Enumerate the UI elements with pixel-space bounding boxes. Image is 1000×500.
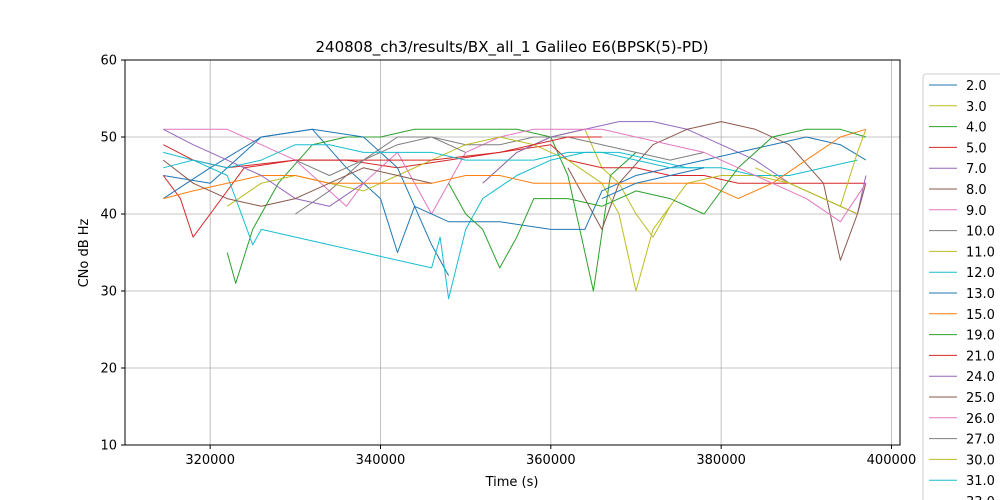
series-line-19.0 <box>448 128 867 269</box>
legend-label: 5.0 <box>966 141 987 156</box>
legend-label: 13.0 <box>966 287 995 302</box>
series-line-13.0 <box>163 128 867 230</box>
y-tick-label: 30 <box>100 285 117 300</box>
legend-label: 19.0 <box>966 329 995 344</box>
series-line-24.0 <box>163 128 364 207</box>
x-tick-label: 360000 <box>526 453 576 468</box>
grid-lines <box>125 59 900 446</box>
y-tick-label: 20 <box>100 362 117 377</box>
legend-label: 3.0 <box>966 100 987 115</box>
legend-label: 10.0 <box>966 225 995 240</box>
legend-box <box>922 73 1000 500</box>
chart-title: 240808_ch3/results/BX_all_1 Galileo E6(B… <box>316 38 709 57</box>
legend-label: 21.0 <box>966 349 995 364</box>
y-tick-label: 50 <box>100 131 117 146</box>
series-line-15.0 <box>163 128 867 200</box>
legend-label: 7.0 <box>966 162 987 177</box>
legend-label: 12.0 <box>966 266 995 281</box>
series-line-12.0 <box>163 151 858 300</box>
series-line-11.0 <box>226 136 858 292</box>
legend-label: 11.0 <box>966 245 995 260</box>
series-line-8.0 <box>567 121 867 261</box>
legend-label: 8.0 <box>966 183 987 198</box>
legend-label: 24.0 <box>966 370 995 385</box>
legend-label: 31.0 <box>966 474 995 489</box>
plot-frame <box>124 59 901 446</box>
legend-label: 33.0 <box>966 495 995 500</box>
legend-label: 2.0 <box>966 79 987 94</box>
x-tick-label: 400000 <box>867 453 917 468</box>
series-line-26.0 <box>601 128 867 223</box>
y-tick-label: 40 <box>100 208 117 223</box>
legend-label: 4.0 <box>966 121 987 136</box>
series-lines <box>162 121 867 300</box>
series-line-25.0 <box>162 159 432 207</box>
series-line-5.0 <box>162 144 866 238</box>
legend-label: 30.0 <box>966 453 995 468</box>
x-axis-label: Time (s) <box>485 475 539 490</box>
x-tick-label: 340000 <box>356 453 406 468</box>
legend-label: 9.0 <box>966 204 987 219</box>
y-axis-ticks: 10 20 30 40 50 60 <box>100 54 125 454</box>
series-line-4.0 <box>226 128 637 292</box>
series-line-31.0 <box>163 144 705 169</box>
y-tick-label: 10 <box>100 439 117 454</box>
x-tick-label: 380000 <box>696 453 746 468</box>
x-axis-ticks: 320000 340000 360000 380000 400000 <box>185 445 916 468</box>
series-line-33.0 <box>601 167 705 200</box>
series-line-30.0 <box>754 129 867 207</box>
legend-label: 27.0 <box>966 433 995 448</box>
x-tick-label: 320000 <box>185 453 235 468</box>
y-axis-label: CNo dB Hz <box>77 218 92 287</box>
legend: 2.0 3.0 4.0 5.0 7.0 8.0 9.0 10.0 11.0 12.0 13.0 15.… <box>922 73 1000 500</box>
legend-label: 15.0 <box>966 308 995 323</box>
legend-label: 25.0 <box>966 391 995 406</box>
y-tick-label: 60 <box>100 54 117 69</box>
legend-label: 26.0 <box>966 412 995 427</box>
